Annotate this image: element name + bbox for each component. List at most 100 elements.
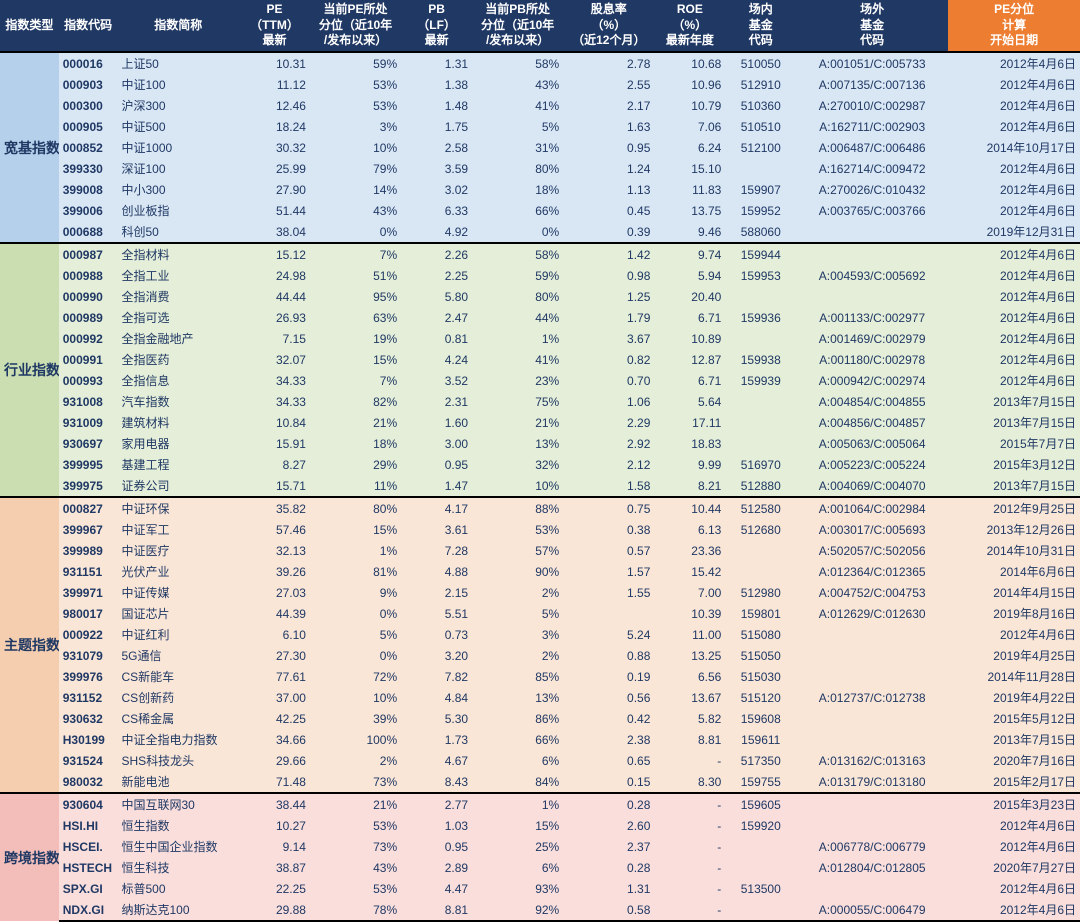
fund-out-cell: A:004854/C:004855 <box>796 391 948 412</box>
fund-out-cell: A:003765/C:003766 <box>796 200 948 221</box>
fund-out-cell: A:005223/C:005224 <box>796 454 948 475</box>
fund-out-cell: A:001051/C:005733 <box>796 52 948 74</box>
table-row: 930697家用电器15.9118%3.0013%2.9218.83A:0050… <box>0 433 1080 454</box>
fund-in-cell: 159920 <box>725 815 796 836</box>
code-cell: 000922 <box>59 624 118 645</box>
fund-out-cell <box>796 286 948 307</box>
table-header: 指数类型 指数代码 指数简称 PE（TTM）最新 当前PE所处分位（近10年/发… <box>0 0 1080 52</box>
date-cell: 2012年4月6日 <box>948 179 1080 200</box>
pe-pct-cell: 21% <box>310 412 401 433</box>
table-row: 931008汽车指数34.3382%2.3175%1.065.64A:00485… <box>0 391 1080 412</box>
pe-pct-cell: 0% <box>310 645 401 666</box>
pe-cell: 8.27 <box>239 454 310 475</box>
col-pe: PE（TTM）最新 <box>239 0 310 52</box>
table-row: 399008中小30027.9014%3.0218%1.1311.8315990… <box>0 179 1080 200</box>
table-row: 000990全指消费44.4495%5.8080%1.2520.402012年4… <box>0 286 1080 307</box>
roe-cell: 15.10 <box>654 158 725 179</box>
fund-out-cell: A:004752/C:004753 <box>796 582 948 603</box>
name-cell: 中证100 <box>118 74 240 95</box>
pe-pct-cell: 63% <box>310 307 401 328</box>
pb-pct-cell: 6% <box>472 857 563 878</box>
col-name: 指数简称 <box>118 0 240 52</box>
div-cell: 2.12 <box>563 454 654 475</box>
pe-pct-cell: 53% <box>310 74 401 95</box>
pe-cell: 44.44 <box>239 286 310 307</box>
fund-in-cell <box>725 540 796 561</box>
pb-cell: 2.58 <box>401 137 472 158</box>
fund-in-cell: 512680 <box>725 519 796 540</box>
fund-out-cell: A:270026/C:010432 <box>796 179 948 200</box>
roe-cell: 9.99 <box>654 454 725 475</box>
code-cell: SPX.GI <box>59 878 118 899</box>
code-cell: 931524 <box>59 750 118 771</box>
div-cell: 1.63 <box>563 116 654 137</box>
pb-cell: 8.43 <box>401 771 472 793</box>
code-cell: 000827 <box>59 497 118 519</box>
pe-pct-cell: 39% <box>310 708 401 729</box>
fund-in-cell: 515050 <box>725 645 796 666</box>
pb-pct-cell: 84% <box>472 771 563 793</box>
pe-cell: 10.27 <box>239 815 310 836</box>
col-code: 指数代码 <box>59 0 118 52</box>
div-cell: 1.13 <box>563 179 654 200</box>
pe-cell: 29.88 <box>239 899 310 921</box>
pe-pct-cell: 53% <box>310 815 401 836</box>
pe-cell: 34.66 <box>239 729 310 750</box>
pb-cell: 1.75 <box>401 116 472 137</box>
col-fund-out: 场外基金代码 <box>796 0 948 52</box>
name-cell: 全指信息 <box>118 370 240 391</box>
roe-cell: 11.00 <box>654 624 725 645</box>
fund-in-cell: 512880 <box>725 475 796 497</box>
pb-cell: 3.61 <box>401 519 472 540</box>
name-cell: SHS科技龙头 <box>118 750 240 771</box>
pb-cell: 2.47 <box>401 307 472 328</box>
fund-in-cell: 159605 <box>725 793 796 815</box>
table-row: 930632CS稀金属42.2539%5.3086%0.425.82159608… <box>0 708 1080 729</box>
table-row: 000988全指工业24.9851%2.2559%0.985.94159953A… <box>0 265 1080 286</box>
pb-cell: 0.95 <box>401 836 472 857</box>
code-cell: 980017 <box>59 603 118 624</box>
pe-cell: 25.99 <box>239 158 310 179</box>
pb-pct-cell: 80% <box>472 158 563 179</box>
pe-pct-cell: 18% <box>310 433 401 454</box>
col-pb-pct: 当前PB所处分位（近10年/发布以来） <box>472 0 563 52</box>
table-row: H30199中证全指电力指数34.66100%1.7366%2.388.8115… <box>0 729 1080 750</box>
pe-pct-cell: 15% <box>310 519 401 540</box>
code-cell: 000688 <box>59 221 118 243</box>
pe-pct-cell: 21% <box>310 793 401 815</box>
pe-pct-cell: 59% <box>310 52 401 74</box>
pb-pct-cell: 23% <box>472 370 563 391</box>
table-row: 399976CS新能车77.6172%7.8285%0.196.56515030… <box>0 666 1080 687</box>
pe-pct-cell: 10% <box>310 137 401 158</box>
table-row: 399330深证10025.9979%3.5980%1.2415.10A:162… <box>0 158 1080 179</box>
table-row: 931524SHS科技龙头29.662%4.676%0.65-517350A:0… <box>0 750 1080 771</box>
date-cell: 2020年7月27日 <box>948 857 1080 878</box>
date-cell: 2012年4月6日 <box>948 200 1080 221</box>
code-cell: 980032 <box>59 771 118 793</box>
pe-cell: 27.03 <box>239 582 310 603</box>
div-cell: 1.58 <box>563 475 654 497</box>
fund-out-cell: A:502057/C:502056 <box>796 540 948 561</box>
pb-pct-cell: 10% <box>472 475 563 497</box>
code-cell: HSCEI. <box>59 836 118 857</box>
pb-pct-cell: 66% <box>472 200 563 221</box>
pb-pct-cell: 2% <box>472 582 563 603</box>
table-row: 000905中证50018.243%1.755%1.637.06510510A:… <box>0 116 1080 137</box>
pb-pct-cell: 5% <box>472 116 563 137</box>
pb-pct-cell: 18% <box>472 179 563 200</box>
pb-cell: 1.03 <box>401 815 472 836</box>
pe-pct-cell: 7% <box>310 370 401 391</box>
div-cell: 0.42 <box>563 708 654 729</box>
table-row: 399967中证军工57.4615%3.6153%0.386.13512680A… <box>0 519 1080 540</box>
pb-pct-cell: 25% <box>472 836 563 857</box>
fund-out-cell: A:270010/C:002987 <box>796 95 948 116</box>
date-cell: 2019年4月25日 <box>948 645 1080 666</box>
code-cell: 399975 <box>59 475 118 497</box>
roe-cell: 6.56 <box>654 666 725 687</box>
roe-cell: 10.39 <box>654 603 725 624</box>
roe-cell: 23.36 <box>654 540 725 561</box>
name-cell: 全指材料 <box>118 243 240 265</box>
fund-in-cell <box>725 412 796 433</box>
pe-pct-cell: 51% <box>310 265 401 286</box>
div-cell: 0.75 <box>563 497 654 519</box>
